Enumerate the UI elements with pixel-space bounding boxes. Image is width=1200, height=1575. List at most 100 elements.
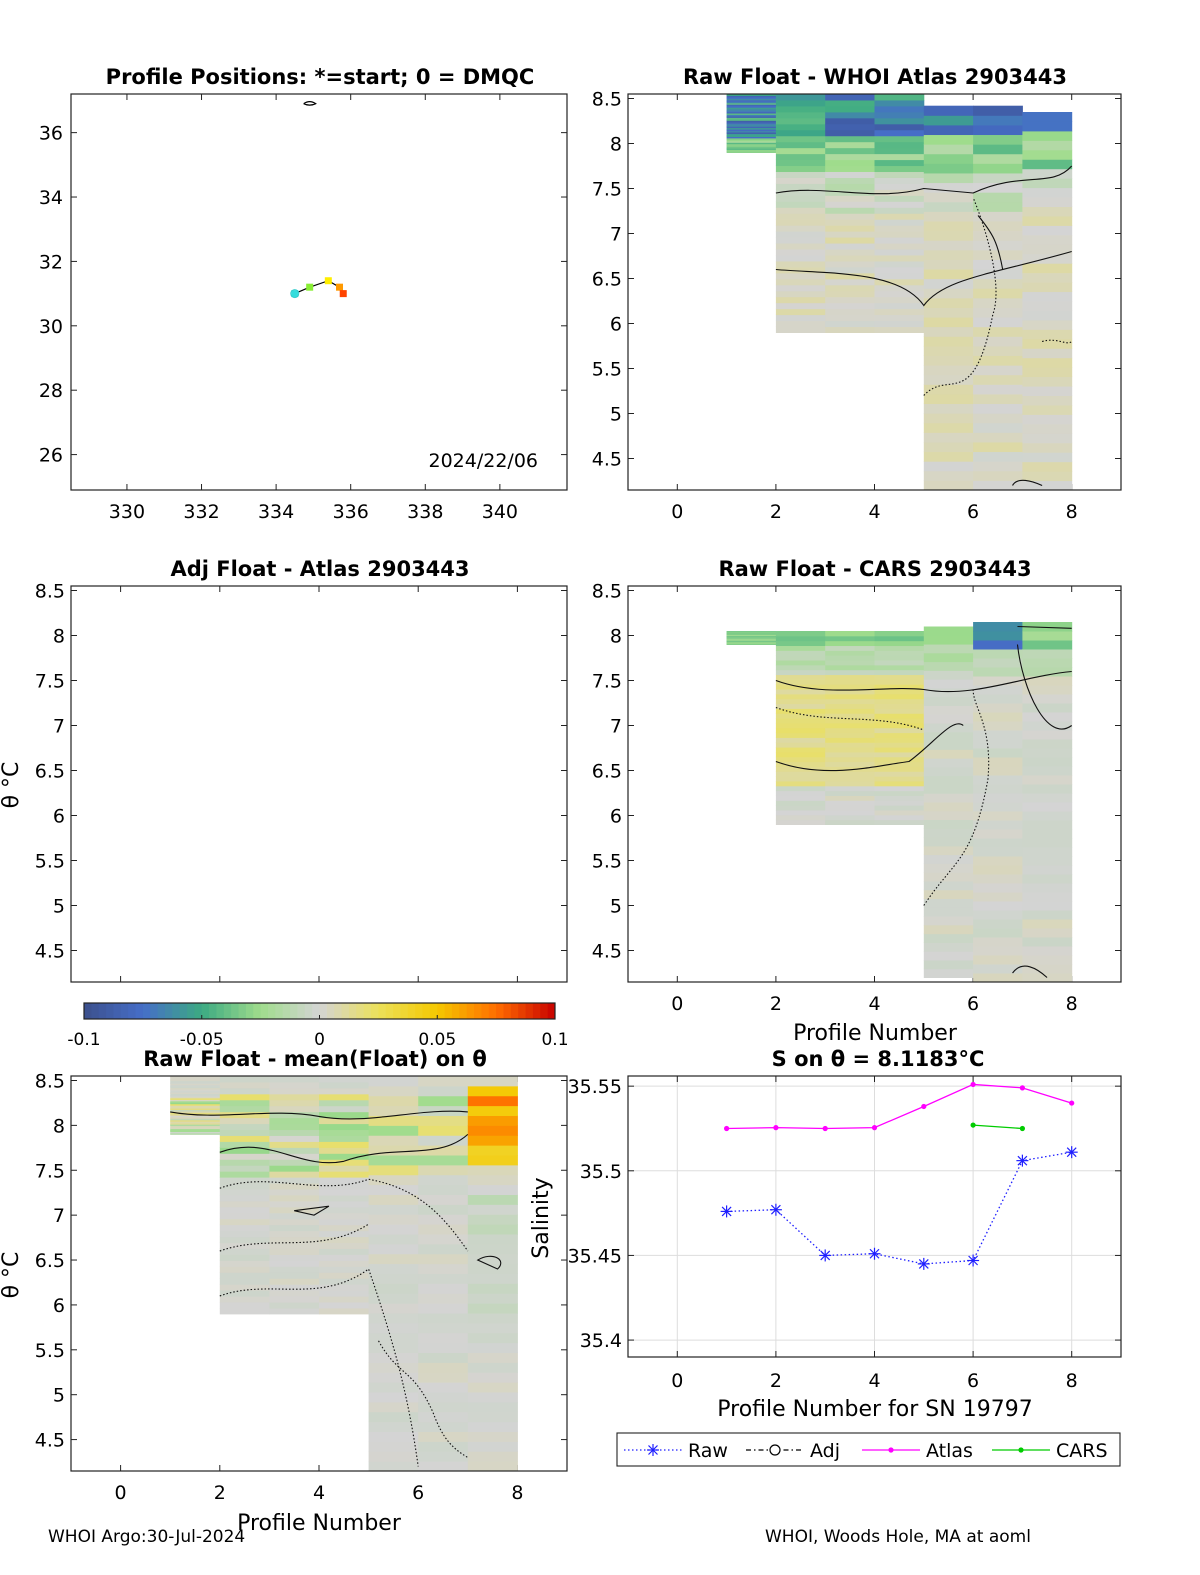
x-tick-label: 332 bbox=[183, 501, 219, 523]
series-line-raw bbox=[726, 1151, 1072, 1265]
raw-point-stroke bbox=[770, 1204, 781, 1215]
x-tick-label: 330 bbox=[109, 501, 145, 523]
colorbar-swatch bbox=[444, 1003, 453, 1019]
profile-positions-panel: 330 332 334 336 338 340 26 28 30 32 34 36 bbox=[39, 93, 568, 523]
contour-line bbox=[1012, 965, 1048, 978]
heat-cell bbox=[368, 1204, 419, 1215]
heat-cell bbox=[1022, 178, 1073, 189]
heat-cell bbox=[874, 153, 925, 161]
heat-cell bbox=[1022, 291, 1073, 302]
heat-cell bbox=[467, 1421, 518, 1432]
heat-cell bbox=[775, 105, 826, 113]
heat-cell bbox=[269, 1266, 320, 1273]
heat-cell bbox=[368, 1342, 419, 1353]
heat-cell bbox=[874, 159, 925, 167]
heat-cell bbox=[1022, 130, 1073, 141]
heat-cell bbox=[825, 141, 875, 149]
contour-line bbox=[170, 1110, 468, 1120]
heat-cell bbox=[973, 847, 1023, 857]
heat-cell bbox=[1022, 329, 1073, 340]
heat-cell bbox=[219, 1111, 270, 1119]
heat-cell bbox=[874, 207, 925, 214]
heat-cell bbox=[418, 1372, 469, 1383]
heat-cell bbox=[973, 631, 1023, 641]
heat-cell bbox=[1022, 892, 1073, 902]
heat-cell bbox=[825, 703, 875, 709]
heat-cell bbox=[973, 470, 1023, 481]
heat-cell bbox=[269, 1302, 320, 1309]
salinity-xlabel: Profile Number for SN 19797 bbox=[717, 1397, 1032, 1422]
heat-cell bbox=[170, 1131, 221, 1134]
heat-cell bbox=[1022, 640, 1073, 650]
heat-cell bbox=[726, 114, 777, 117]
heat-cell bbox=[170, 1099, 221, 1102]
heat-cell bbox=[973, 115, 1023, 126]
heat-cell bbox=[467, 1332, 518, 1344]
heat-cell bbox=[368, 1155, 419, 1166]
heat-cell bbox=[319, 1218, 370, 1226]
heat-cell bbox=[973, 144, 1023, 155]
heat-cell bbox=[825, 727, 875, 734]
heat-cell bbox=[219, 1254, 270, 1261]
contour-line bbox=[378, 1340, 469, 1459]
heat-cell bbox=[973, 326, 1023, 337]
heat-cell bbox=[775, 165, 826, 173]
heat-cell bbox=[923, 687, 974, 698]
heat-cell bbox=[170, 1076, 221, 1078]
profile-position-marker bbox=[291, 290, 299, 298]
heat-cell bbox=[1022, 775, 1073, 785]
salinity-legend: Raw Adj Atlas CARS bbox=[616, 1432, 1121, 1467]
heat-cell bbox=[269, 1093, 320, 1101]
heat-cell bbox=[1022, 955, 1073, 965]
heat-cell bbox=[923, 192, 974, 203]
heat-cell bbox=[775, 814, 826, 821]
heat-cell bbox=[1022, 901, 1073, 911]
heat-cell bbox=[1022, 928, 1073, 938]
heat-cell bbox=[1022, 883, 1073, 893]
heat-cell bbox=[923, 793, 974, 803]
heat-cell bbox=[775, 243, 826, 250]
raw-point-stroke bbox=[1017, 1155, 1028, 1166]
heat-cell bbox=[219, 1266, 270, 1273]
heat-cell bbox=[319, 1081, 370, 1089]
contour-line bbox=[1017, 625, 1072, 629]
heat-cell bbox=[874, 231, 925, 238]
series-line-atlas bbox=[726, 1083, 1072, 1130]
heat-cell bbox=[775, 94, 826, 101]
heat-cell bbox=[825, 713, 875, 719]
colorbar-swatch bbox=[106, 1003, 114, 1019]
heat-cell bbox=[219, 1093, 270, 1101]
heat-cell bbox=[973, 307, 1023, 318]
heat-cell bbox=[319, 1153, 370, 1160]
positions-title: Profile Positions: *=start; 0 = DMQC bbox=[106, 65, 535, 89]
heat-cell bbox=[1022, 676, 1073, 686]
heat-cell bbox=[368, 1313, 419, 1324]
colorbar-swatch bbox=[525, 1003, 534, 1019]
heat-cell bbox=[825, 771, 875, 777]
heat-cell bbox=[825, 171, 875, 178]
heat-cell bbox=[219, 1212, 270, 1220]
heat-cell bbox=[269, 1099, 320, 1107]
heat-cell bbox=[467, 1382, 518, 1393]
heat-cell bbox=[467, 1441, 518, 1452]
heat-cell bbox=[368, 1421, 419, 1432]
colorbar-swatch bbox=[481, 1003, 490, 1019]
heat-cell bbox=[825, 260, 875, 268]
cars-title: Raw Float - CARS 2903443 bbox=[718, 557, 1031, 581]
heat-cell bbox=[726, 118, 777, 121]
heat-cell bbox=[825, 105, 875, 113]
x-tick-label: 2 bbox=[770, 993, 782, 1015]
heat-cell bbox=[874, 296, 925, 304]
heat-cell bbox=[418, 1076, 469, 1087]
heat-cell bbox=[170, 1129, 221, 1132]
heat-cell bbox=[923, 259, 974, 270]
y-tick-label: 7 bbox=[53, 1205, 65, 1227]
heat-cell bbox=[170, 1096, 221, 1099]
adj-ylabel: θ °C bbox=[0, 762, 24, 809]
colorbar-swatch bbox=[496, 1003, 504, 1019]
heat-cell bbox=[418, 1164, 469, 1176]
heat-cell bbox=[874, 732, 925, 738]
heat-cell bbox=[1022, 159, 1073, 170]
y-tick-label: 8 bbox=[53, 1115, 65, 1137]
heat-cell bbox=[874, 795, 925, 801]
